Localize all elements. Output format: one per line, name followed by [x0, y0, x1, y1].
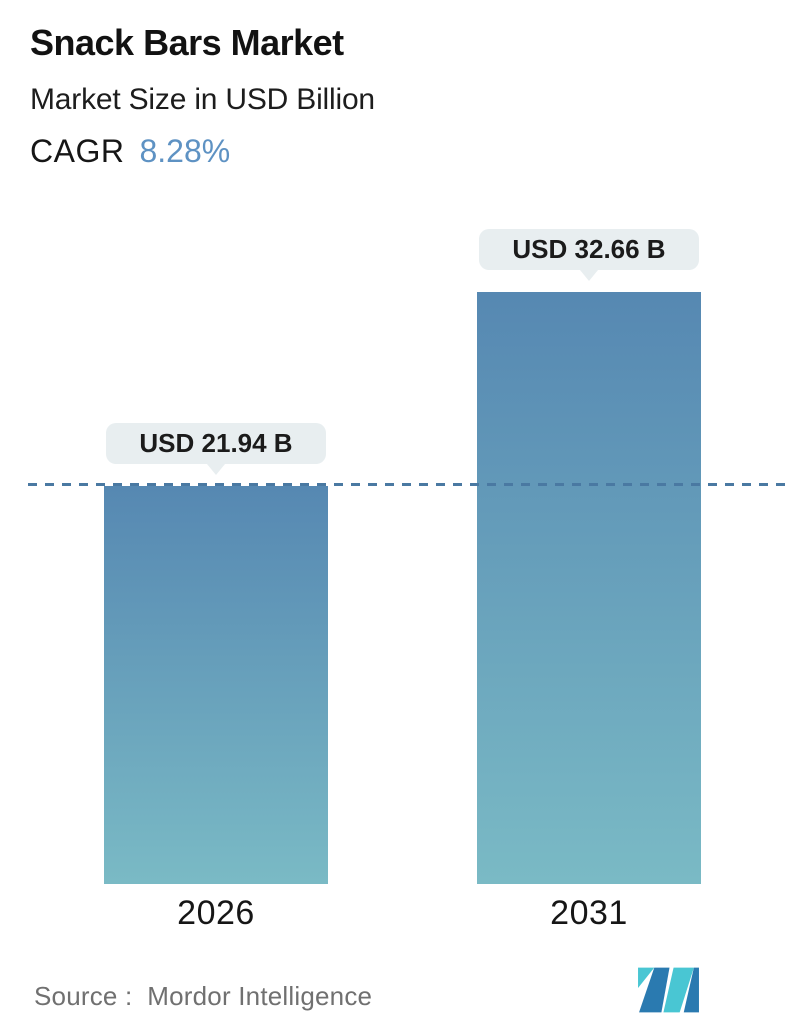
chart-subtitle: Market Size in USD Billion [30, 83, 375, 117]
mordor-intelligence-logo [638, 967, 699, 1013]
x-axis-label-2026: 2026 [177, 894, 255, 932]
value-label-2026: USD 21.94 B [139, 428, 293, 458]
reference-dashed-line [28, 483, 786, 486]
bar-group-2026: USD 21.94 B 2026 [104, 423, 328, 932]
bar-2026: USD 21.94 B 2026 [104, 423, 328, 932]
source-attribution: Source : Mordor Intelligence [34, 981, 373, 1011]
bar-2031: USD 32.66 B 2031 [477, 229, 701, 932]
value-label-2031: USD 32.66 B [512, 234, 666, 264]
cagr-value: 8.28% [139, 133, 231, 170]
value-badge-2031: USD 32.66 B [479, 229, 699, 281]
bar-group-2031: USD 32.66 B 2031 [477, 229, 701, 932]
chart-title: Snack Bars Market [30, 22, 344, 63]
badge-pointer-icon [207, 464, 225, 475]
badge-pointer-icon [580, 270, 598, 281]
value-badge-2026: USD 21.94 B [106, 423, 326, 475]
cagr-row: CAGR 8.28% [30, 133, 375, 170]
chart-header: Snack Bars Market Market Size in USD Bil… [30, 22, 375, 170]
cagr-label: CAGR [30, 133, 125, 170]
x-axis-label-2031: 2031 [550, 894, 628, 932]
